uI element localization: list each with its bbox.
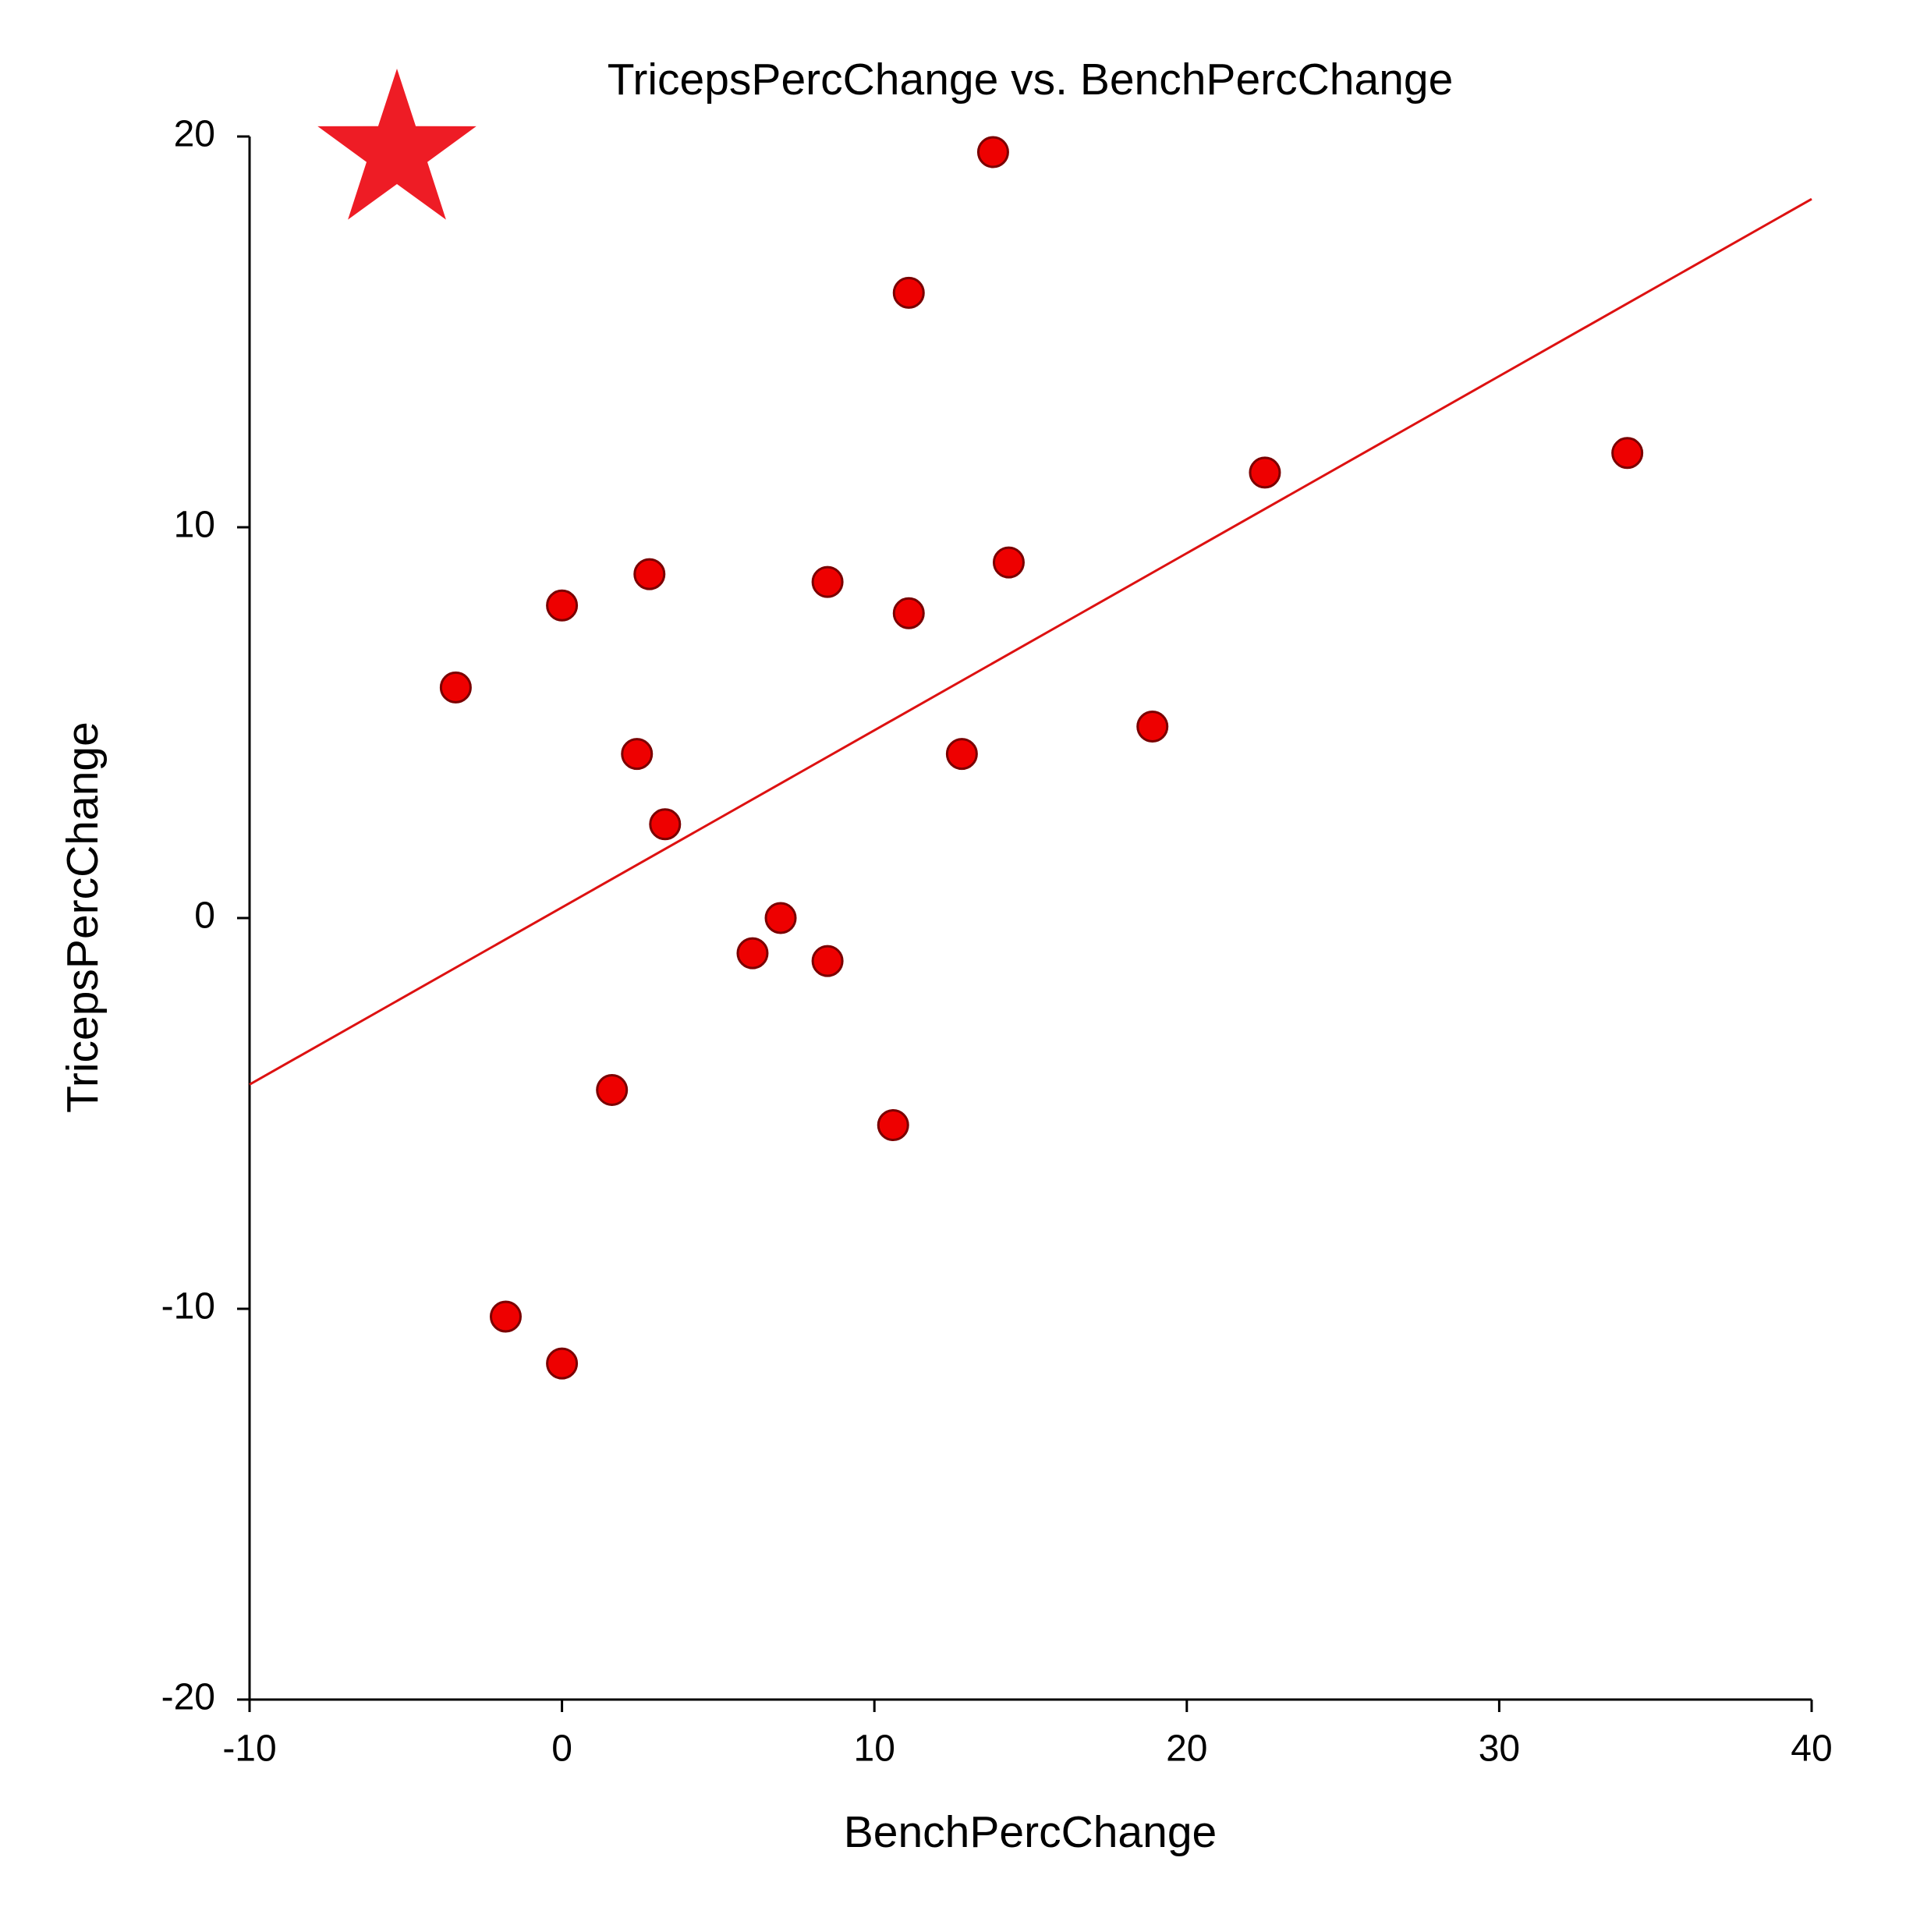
x-tick-label: 0 [551,1728,572,1770]
point [736,937,769,970]
point [633,558,666,590]
x-tick-label: 10 [854,1728,895,1770]
x-tick-label: 30 [1479,1728,1520,1770]
x-tick-label: -10 [222,1728,276,1770]
point [811,565,844,598]
point [621,738,654,771]
trend-line [249,197,1812,1086]
y-tick-label: -20 [161,1677,215,1718]
point [649,808,682,841]
point [892,276,925,309]
point [546,589,579,622]
y-tick-label: 0 [194,895,215,937]
point [489,1300,522,1333]
point [992,546,1025,579]
star-icon [317,69,476,220]
y-tick-label: -10 [161,1286,215,1328]
point [1611,437,1644,470]
y-axis-label: TricepsPercChange [58,721,108,1113]
x-tick-label: 20 [1166,1728,1207,1770]
x-axis-label: BenchPercChange [844,1807,1217,1857]
point [546,1347,579,1380]
point [892,597,925,629]
y-tick-label: 10 [174,505,215,546]
point [596,1073,629,1106]
point [1136,711,1169,743]
point [877,1109,909,1142]
point [764,902,797,934]
point [945,738,978,771]
x-tick-label: 40 [1791,1728,1832,1770]
point [811,945,844,977]
point [1249,456,1281,489]
point [439,671,472,704]
chart-title: TricepsPercChange vs. BenchPercChange [608,55,1454,105]
point [976,136,1009,168]
y-tick-label: 20 [174,114,215,155]
